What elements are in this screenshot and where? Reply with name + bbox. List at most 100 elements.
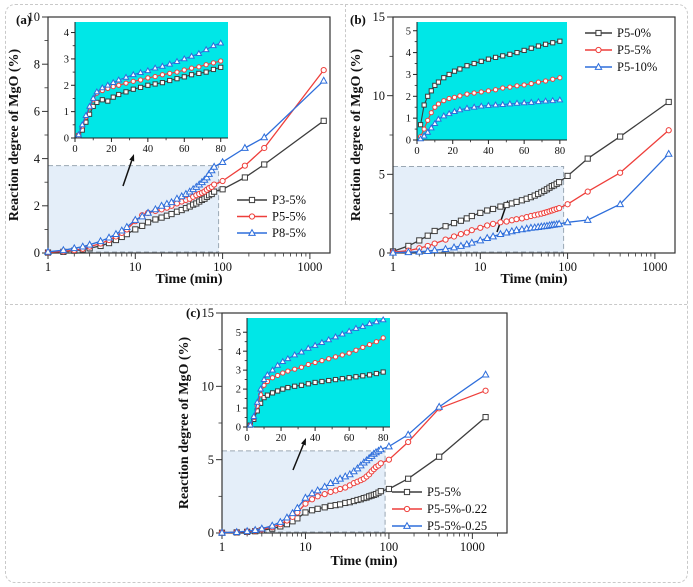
marker-circle [441,98,447,104]
marker-square [457,217,465,224]
marker-triangle [78,242,87,250]
marker-circle [385,456,393,463]
marker-circle [248,213,256,220]
legend-item-P5-5%: P5-5% [392,485,461,499]
series-P8-5% [75,39,225,138]
inset-y-tick-label: 4 [406,48,412,59]
marker-circle [110,83,116,90]
marker-square [319,378,325,385]
marker-circle [431,240,438,247]
marker-circle [535,79,542,85]
marker-triangle [89,94,97,101]
marker-square [248,196,256,204]
marker-triangle [250,412,258,419]
marker-triangle [98,83,106,91]
marker-circle [137,77,144,83]
marker-triangle [549,96,557,104]
series-P5-5%-0.25 [246,315,387,428]
marker-triangle [319,76,328,84]
marker-square [428,88,434,94]
y-tick-label: 5 [208,453,214,467]
marker-triangle [424,128,432,135]
marker-square [218,64,224,70]
marker-circle [314,493,321,500]
marker-circle [210,60,217,66]
marker-square [485,56,492,62]
marker-circle [332,354,339,360]
marker-triangle [318,338,326,346]
inset-x-tick-label: 20 [106,144,117,155]
marker-square [326,377,332,384]
y-tick-label: 0 [379,246,385,260]
marker-triangle [137,68,145,76]
marker-circle [464,91,470,97]
marker-triangle [109,78,117,86]
marker-square [405,475,412,482]
y-tick-label: 15 [373,10,386,24]
marker-circle [275,372,281,379]
highlight-region [48,165,220,253]
marker-circle [451,94,458,100]
inset-plot: 0 20 40 60 80 0 1 2 3 4 5 [406,22,567,157]
y-axis: 0 2 4 6 8 10 [28,10,48,260]
marker-triangle [205,169,214,177]
marker-triangle [379,315,387,323]
inset-x-tick-label: 0 [72,144,77,155]
marker-square [360,373,366,379]
highlight-region [222,450,386,533]
marker-triangle [520,98,528,106]
marker-square [521,47,527,54]
marker-circle [203,62,209,68]
x-tick-label: 1 [390,260,396,274]
marker-circle [457,231,465,238]
marker-triangle [388,248,398,256]
y-tick-label: 2 [34,199,40,213]
marker-circle [503,218,510,225]
marker-square [451,68,458,74]
marker-square [403,488,411,496]
marker-square [188,72,195,78]
legend-item-P5-10%: P5-10% [585,60,657,74]
marker-square [468,212,475,220]
marker-triangle [555,219,564,227]
series-P8-5% [43,76,328,255]
marker-square [542,41,549,47]
marker-circle [442,236,449,243]
marker-square [339,376,345,382]
marker-triangle [513,99,521,106]
marker-square [478,58,484,64]
marker-triangle [188,52,196,59]
x-axis-title-b: Time (min) [500,272,568,287]
marker-circle [482,387,489,394]
marker-square [327,502,334,509]
legend-label: P5-5%-0.22 [427,502,487,516]
marker-triangle [115,76,123,83]
marker-triangle [111,229,120,238]
marker-triangle [78,120,86,128]
legend-item-P8-5%: P8-5% [237,226,306,240]
marker-circle [145,75,151,81]
marker-triangle [484,101,492,108]
arrow-head [129,154,135,162]
marker-square [320,117,327,124]
x-tick-label: 10 [129,260,142,274]
x-tick-label: 1 [219,540,225,554]
marker-circle [218,58,224,64]
marker-triangle [288,508,297,517]
marker-triangle [440,112,448,119]
marker-square [332,377,339,383]
marker-triangle [218,157,227,166]
marker-square [595,29,602,37]
marker-triangle [85,240,94,248]
marker-circle [196,64,202,70]
marker-circle [174,69,180,75]
marker-triangle [195,49,203,57]
marker-square [159,80,166,86]
inset-y-tick-label: 5 [406,26,411,37]
marker-circle [130,78,136,84]
y-tick-label: 15 [202,306,215,320]
marker-square [385,485,393,493]
marker-circle [302,500,309,507]
